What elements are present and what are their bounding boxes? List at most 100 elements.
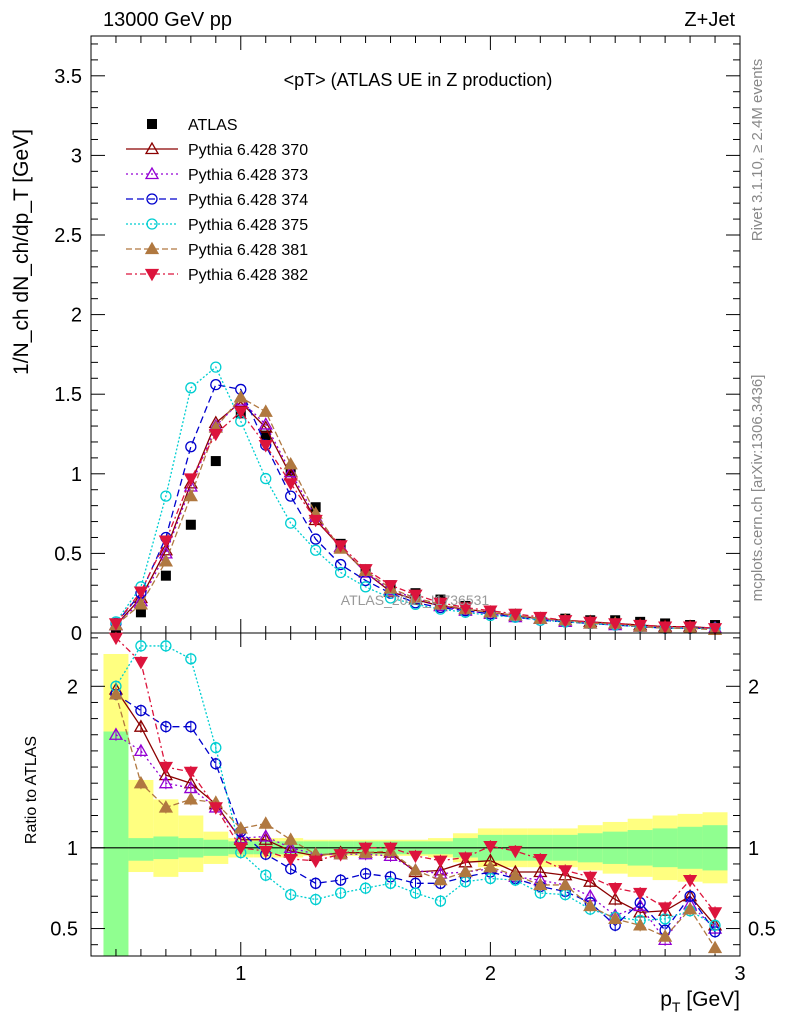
main-y-tick-label: 0	[71, 623, 82, 645]
ratio-data-point	[133, 775, 149, 789]
main-data-point	[183, 488, 198, 502]
ratio-data-point	[657, 929, 673, 942]
ratio-data-point	[434, 895, 447, 907]
ratio-data-point	[283, 832, 298, 845]
ratio-data-point	[633, 887, 648, 901]
ratio-data-point	[433, 855, 448, 869]
main-data-point	[533, 611, 548, 625]
main-data-point	[183, 473, 198, 486]
ratio-data-point	[258, 832, 273, 845]
main-data-point	[210, 456, 221, 467]
main-data-point	[334, 558, 347, 571]
ratio-data-point	[682, 874, 698, 888]
main-data-point	[285, 490, 297, 502]
main-data-point	[135, 607, 146, 618]
main-data-point	[185, 382, 197, 394]
main-data-point	[359, 581, 372, 593]
main-data-point	[133, 597, 149, 610]
main-data-point	[258, 420, 273, 433]
ratio-data-point	[682, 901, 698, 915]
main-data-point	[583, 616, 598, 630]
main-data-point	[260, 430, 271, 441]
ratio-data-point	[108, 727, 124, 740]
mcplots-label: mcplots.cern.ch [arXiv:1306.3436]	[749, 375, 766, 602]
ratio-data-point	[258, 829, 273, 842]
main-data-point	[333, 540, 348, 553]
ratio-y-tick-label-right: 0.5	[748, 919, 776, 941]
ratio-data-point	[135, 704, 147, 717]
legend-marker	[144, 141, 160, 155]
main-data-point	[185, 441, 197, 453]
main-data-point	[558, 615, 573, 628]
legend-marker	[144, 268, 160, 282]
x-tick-label: 2	[485, 963, 496, 985]
main-data-point	[358, 564, 373, 577]
ratio-data-point	[409, 887, 422, 899]
ratio-data-point	[408, 850, 423, 864]
main-data-point	[310, 533, 322, 545]
ratio-data-point	[484, 872, 497, 885]
ratio-data-point	[185, 721, 197, 733]
ratio-data-point	[308, 855, 323, 869]
ratio-data-point	[583, 871, 598, 885]
ratio-data-point	[383, 842, 398, 856]
ratio-y-tick-label: 2	[67, 676, 78, 698]
ratio-data-point	[657, 902, 673, 915]
x-tick-label: 1	[235, 963, 246, 985]
ratio-data-point	[160, 721, 172, 733]
main-series-line	[115, 366, 716, 629]
main-data-point	[258, 404, 273, 417]
ratio-data-point	[310, 893, 322, 906]
ratio-data-point	[583, 874, 598, 887]
ratio-data-point	[185, 653, 197, 665]
main-data-point	[383, 580, 398, 593]
header-left: 13000 GeV pp	[103, 9, 232, 31]
legend-label: Pythia 6.428 374	[188, 192, 308, 209]
legend-label: Pythia 6.428 373	[188, 167, 308, 184]
main-y-tick-label: 2.5	[54, 225, 82, 247]
ratio-data-point	[707, 907, 723, 920]
ratio-ticks: 0.5 0.5 1 1 2 2 1 2 3	[50, 633, 776, 985]
main-data-point	[260, 472, 272, 485]
ratio-y-axis-label: Ratio to ATLAS	[23, 736, 40, 844]
legend-marker	[146, 193, 158, 205]
main-data-point	[633, 619, 648, 633]
x-axis-label-sub: T	[672, 999, 681, 1015]
main-data-point	[458, 602, 473, 615]
ratio-data-point	[358, 842, 373, 856]
ratio-data-point	[183, 766, 198, 780]
ratio-band-green	[103, 731, 129, 956]
ratio-y-tick-label: 0.5	[50, 919, 78, 941]
main-data-point	[483, 605, 498, 619]
ratio-data-point	[359, 882, 372, 894]
ratio-data-point	[333, 849, 348, 862]
ratio-data-point	[133, 656, 149, 670]
ratio-data-point	[158, 800, 174, 813]
ratio-data-point	[458, 864, 473, 878]
ratio-data-point	[160, 640, 172, 652]
main-y-tick-label: 2	[71, 305, 82, 327]
ratio-data-point	[558, 865, 573, 878]
x-axis-label-unit: [GeV]	[680, 988, 740, 1011]
ratio-data-point	[533, 877, 548, 891]
ratio-data-point	[533, 853, 548, 867]
ratio-series	[108, 631, 723, 954]
ratio-data-point	[684, 890, 696, 902]
ratio-data-point	[558, 877, 573, 891]
main-data-point	[210, 378, 222, 391]
ratio-band-green	[128, 838, 154, 861]
ratio-data-point	[633, 918, 648, 931]
ratio-data-point	[283, 853, 298, 867]
ratio-y-tick-label-right: 2	[748, 676, 759, 698]
ratio-data-point	[158, 761, 174, 775]
ratio-data-point	[108, 687, 124, 700]
main-data-point	[210, 361, 222, 373]
ratio-y-tick-label: 1	[67, 838, 78, 860]
ratio-data-point	[258, 845, 273, 859]
main-data-point	[233, 406, 248, 420]
main-data-point	[433, 597, 448, 611]
ratio-data-point	[133, 719, 149, 732]
legend-label: Pythia 6.428 382	[188, 267, 308, 284]
main-data-point	[185, 519, 196, 530]
